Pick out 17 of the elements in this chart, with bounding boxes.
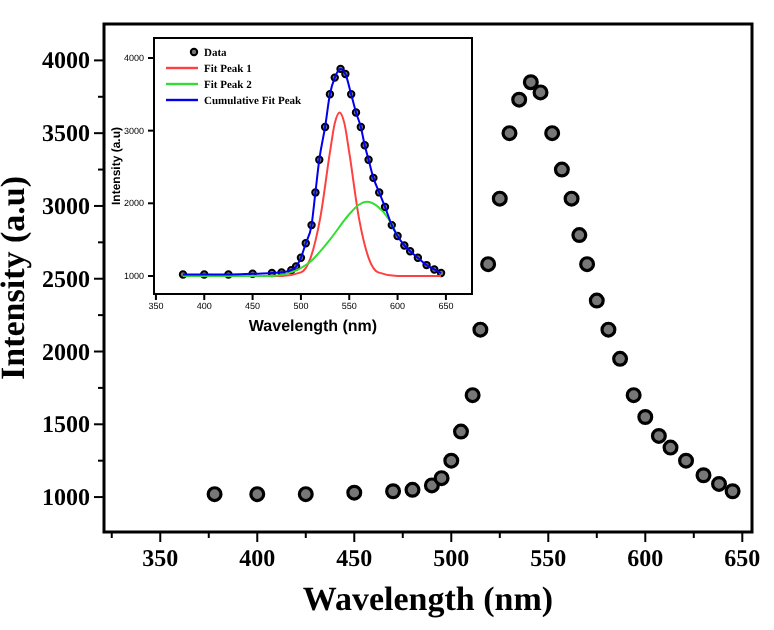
y-tick-label: 2000 [42,337,90,366]
x-tick-label: 600 [627,544,664,572]
y-tick-label: 1500 [42,410,90,439]
x-axis-title: Wavelength (nm) [302,580,554,618]
x-tick-label: 550 [530,544,567,572]
y-tick-label: 3500 [42,119,90,148]
x-tick-label: 400 [239,544,276,572]
x-tick-label: 350 [142,544,179,572]
y-tick-label: 3000 [42,191,90,220]
y-tick-label: 1000 [42,483,90,512]
x-tick-label: 500 [433,544,470,572]
y-axis-title: Intensity (a.u) [0,175,32,381]
y-tick-label: 4000 [42,46,90,75]
x-axis-title: Wavelength (nm) [248,317,378,335]
x-tick-label: 450 [336,544,373,572]
x-tick-label: 650 [724,544,761,572]
y-tick-label: 2500 [42,264,90,293]
